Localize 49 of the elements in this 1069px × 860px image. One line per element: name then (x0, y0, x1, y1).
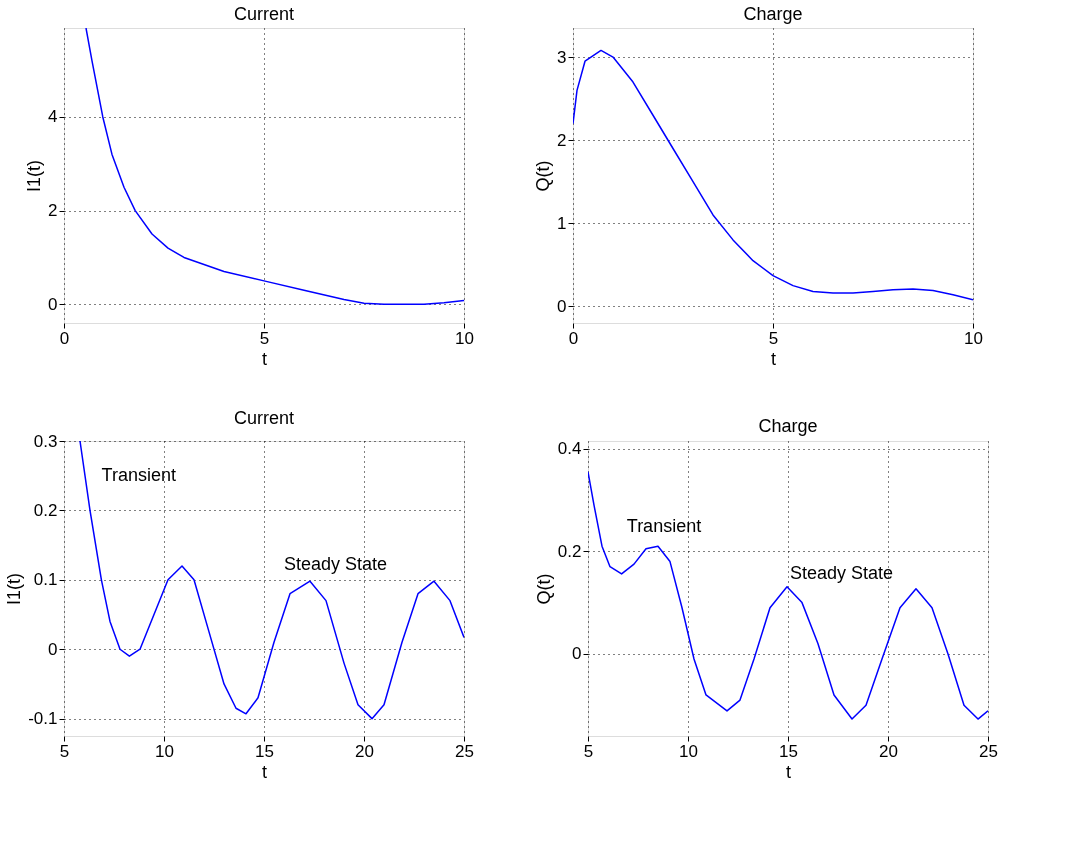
x-tick-label: 25 (979, 741, 998, 761)
annotation: Steady State (790, 562, 894, 583)
x-tick-label: 5 (259, 328, 270, 348)
x-tick-label: 15 (779, 741, 798, 761)
y-tick-label: 4 (48, 107, 58, 127)
annotation: Transient (626, 515, 702, 536)
y-tick-label: 0 (48, 294, 58, 314)
y-tick-label: -0.1 (28, 709, 58, 729)
x-tick-label: 5 (768, 328, 779, 348)
y-axis-title: Q(t) (533, 160, 554, 192)
chart-title: Charge (743, 4, 803, 24)
line-series (588, 471, 988, 720)
annotation: Transient (101, 465, 176, 486)
x-tick-label: 10 (455, 328, 474, 348)
x-tick-label: 20 (355, 741, 374, 761)
y-tick-label: 0 (557, 296, 567, 316)
chart-title: Current (233, 408, 295, 428)
y-tick-label: 0.2 (33, 500, 58, 520)
x-tick-label: 20 (879, 741, 898, 761)
y-axis-title: Q(t) (533, 573, 554, 605)
chart-title: Charge (758, 415, 818, 436)
x-axis-title: t (785, 761, 792, 782)
y-axis-title: I1(t) (24, 159, 45, 193)
y-tick-label: 0.3 (33, 431, 58, 451)
y-tick-label: 2 (557, 130, 567, 150)
y-tick-label: 0.2 (557, 541, 582, 561)
y-tick-label: 0 (48, 639, 58, 659)
y-tick-label: 0.4 (557, 439, 582, 459)
x-tick-label: 5 (583, 741, 594, 761)
y-axis-title: I1(t) (4, 572, 25, 606)
x-axis-title: t (261, 761, 268, 782)
line-series (573, 49, 973, 301)
annotation: Steady State (284, 553, 388, 574)
line-series (79, 441, 464, 720)
chart-title: Current (233, 4, 295, 24)
x-tick-label: 25 (455, 741, 474, 761)
y-tick-label: 2 (48, 201, 58, 221)
x-tick-label: 10 (155, 741, 174, 761)
x-tick-label: 5 (59, 741, 70, 761)
x-tick-label: 10 (964, 328, 983, 348)
y-tick-label: 0 (572, 644, 582, 664)
x-tick-label: 15 (255, 741, 274, 761)
x-axis-title: t (261, 348, 268, 369)
line-series (85, 28, 464, 306)
y-tick-label: 3 (557, 47, 567, 67)
x-tick-label: 10 (679, 741, 698, 761)
y-tick-label: 1 (557, 213, 567, 233)
x-axis-title: t (770, 348, 777, 369)
y-tick-label: 0.1 (33, 570, 58, 590)
